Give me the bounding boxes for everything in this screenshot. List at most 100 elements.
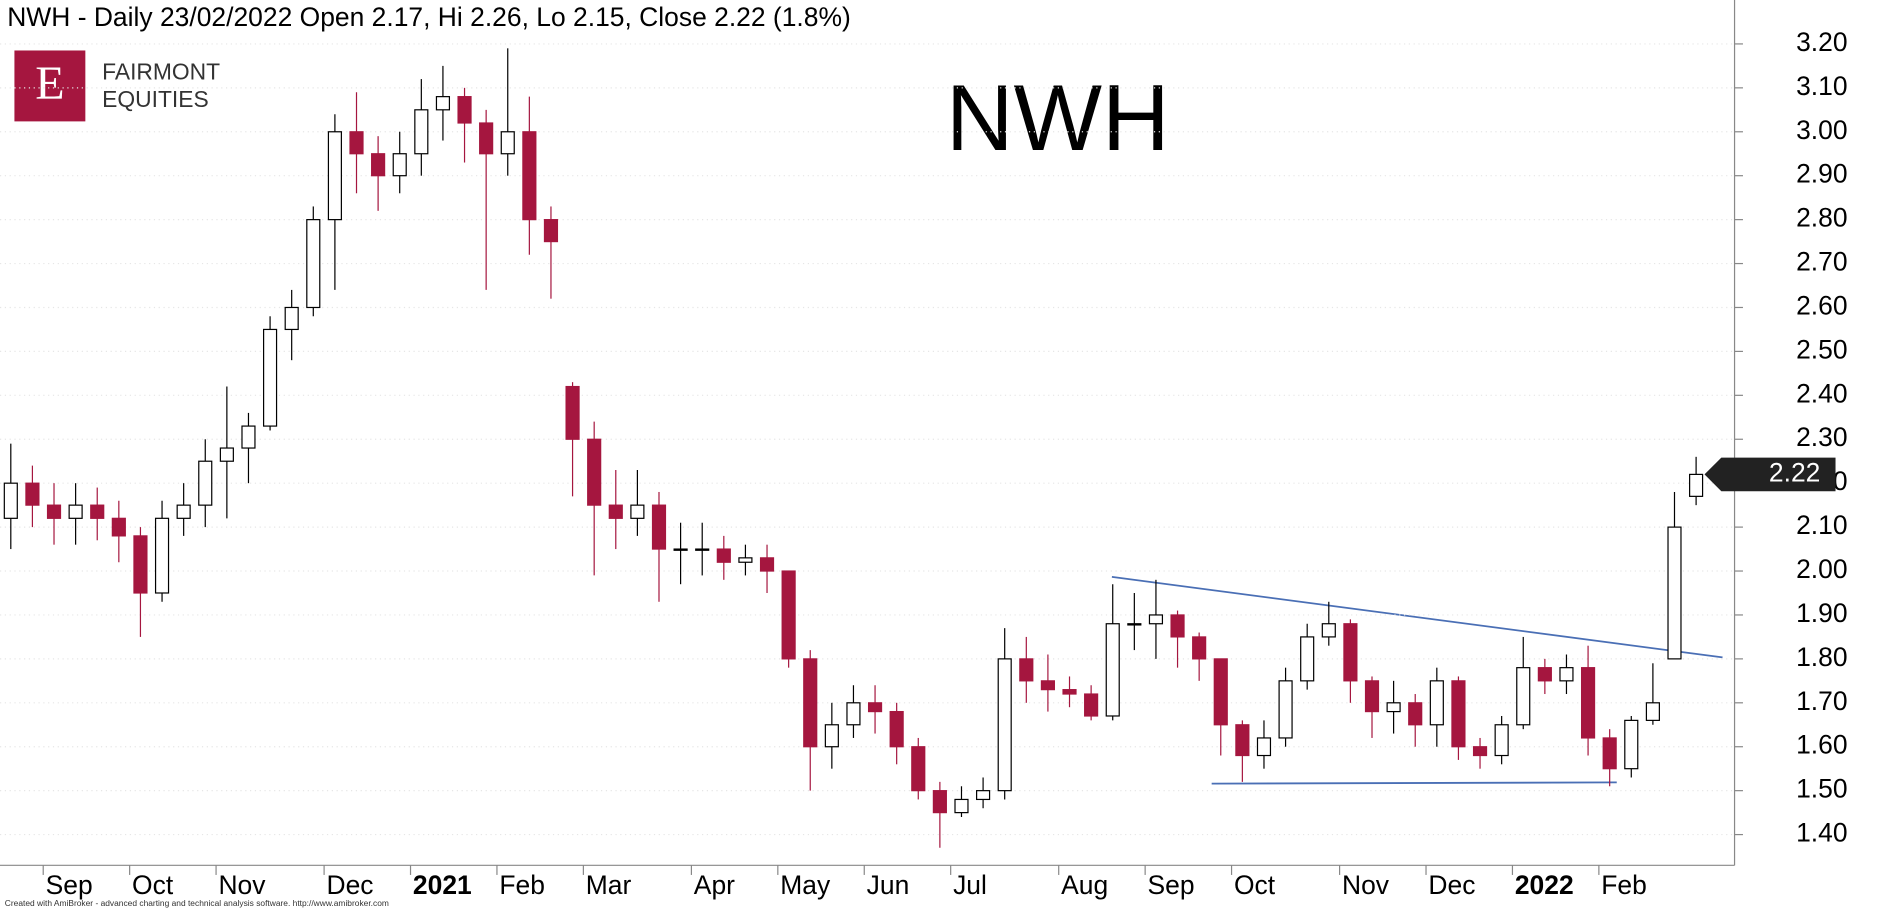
x-tick-label: 2021	[413, 870, 472, 900]
x-tick-label: Dec	[327, 870, 374, 900]
x-tick-label: Mar	[586, 870, 632, 900]
candle-body	[1472, 746, 1488, 757]
x-tick-label: Aug	[1061, 870, 1108, 900]
candle-body	[1516, 667, 1531, 726]
candle-body	[46, 504, 62, 519]
x-tick-label: Apr	[694, 870, 735, 900]
candle-body	[1192, 636, 1207, 660]
candle-body	[3, 482, 18, 519]
x-tick-label: Nov	[1342, 870, 1390, 900]
y-tick-label: 2.50	[1796, 334, 1847, 364]
candle-body	[1040, 680, 1055, 691]
candle-body	[976, 790, 991, 801]
candle-body	[587, 438, 602, 506]
candle-body	[1494, 724, 1509, 757]
candle-body	[154, 517, 170, 594]
candle-body	[457, 96, 472, 124]
candle-body	[1300, 636, 1315, 682]
candle-body	[1213, 658, 1228, 726]
candle-body	[673, 548, 688, 551]
candle-body	[932, 790, 947, 814]
y-tick-label: 2.70	[1796, 247, 1847, 277]
candle-body	[1580, 667, 1596, 739]
candle-body	[759, 557, 775, 572]
candle-body	[414, 109, 429, 155]
logo-text: FAIRMONT	[102, 58, 220, 84]
candle-body	[911, 746, 926, 792]
x-tick-label: 2022	[1515, 870, 1574, 900]
candle-body	[1170, 614, 1185, 638]
support-trendline	[1211, 781, 1617, 785]
y-tick-label: 1.60	[1796, 730, 1847, 760]
x-tick-label: Feb	[499, 870, 545, 900]
x-tick-label: Sep	[46, 870, 93, 900]
candle-body	[824, 724, 839, 748]
candle-body	[1408, 702, 1423, 726]
candle-body	[241, 425, 256, 449]
candle-body	[176, 504, 191, 519]
candle-body	[1148, 614, 1164, 625]
candle-body	[1235, 724, 1250, 757]
candle-body	[1602, 737, 1617, 770]
x-tick-label: Sep	[1148, 870, 1195, 900]
candle-body	[997, 658, 1012, 792]
candle-body	[846, 702, 861, 726]
x-tick-label: Dec	[1428, 870, 1475, 900]
candle-body	[500, 131, 515, 155]
candle-body	[371, 153, 386, 177]
y-tick-label: 1.70	[1796, 686, 1847, 716]
candle-body	[522, 131, 537, 221]
logo-letter: E	[35, 57, 64, 110]
candle-body	[1559, 667, 1574, 682]
y-tick-label: 1.80	[1796, 642, 1847, 672]
candle-body	[435, 96, 451, 111]
y-tick-label: 3.20	[1796, 27, 1847, 57]
candle-body	[198, 460, 213, 506]
y-tick-label: 3.10	[1796, 71, 1847, 101]
candle-body	[327, 131, 342, 221]
candle-body	[543, 219, 559, 243]
candle-body	[803, 658, 818, 748]
candle-body	[349, 131, 364, 155]
candle-body	[479, 122, 494, 155]
candle-body	[1645, 702, 1660, 721]
candle-body	[1386, 702, 1401, 713]
candle-body	[1667, 526, 1682, 660]
y-tick-label: 2.60	[1796, 290, 1847, 320]
candle-body	[90, 504, 105, 519]
candle-body	[695, 548, 710, 551]
candle-body	[1062, 689, 1077, 695]
candle-body	[738, 557, 753, 563]
candle-body	[716, 548, 731, 563]
candle-body	[219, 447, 234, 462]
candle-body	[1019, 658, 1034, 682]
candle-body	[889, 710, 904, 748]
candle-body	[1364, 680, 1380, 713]
chart-title: NWH - Daily 23/02/2022 Open 2.17, Hi 2.2…	[7, 2, 851, 32]
candle-body	[284, 306, 299, 331]
candle-body	[25, 482, 40, 506]
x-tick-label: May	[780, 870, 831, 900]
candle-body	[1537, 667, 1552, 682]
candle-body	[608, 504, 623, 519]
x-tick-label: Nov	[218, 870, 266, 900]
y-tick-label: 2.80	[1796, 203, 1847, 233]
candle-body	[1256, 737, 1272, 757]
candle-body	[867, 702, 883, 713]
y-tick-label: 2.30	[1796, 422, 1847, 452]
candle-body	[392, 153, 407, 177]
x-tick-label: Oct	[132, 870, 174, 900]
candle-body	[630, 504, 645, 519]
y-tick-label: 1.90	[1796, 598, 1847, 628]
x-tick-label: Feb	[1601, 870, 1647, 900]
x-tick-label: Jun	[867, 870, 910, 900]
x-tick-label: Jul	[953, 870, 987, 900]
y-tick-label: 3.00	[1796, 115, 1847, 145]
candle-body	[1278, 680, 1293, 739]
y-tick-label: 1.50	[1796, 774, 1847, 804]
y-tick-label: 2.00	[1796, 554, 1847, 584]
y-tick-label: 1.40	[1796, 818, 1847, 848]
x-tick-label: Oct	[1234, 870, 1276, 900]
